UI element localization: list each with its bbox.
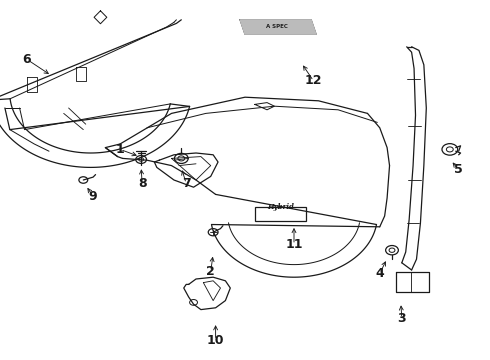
- Bar: [255, 207, 306, 221]
- Text: 4: 4: [375, 267, 384, 280]
- Text: 1: 1: [116, 143, 124, 156]
- Text: 2: 2: [206, 265, 215, 278]
- Text: 12: 12: [305, 75, 322, 87]
- Text: Hybrid: Hybrid: [267, 203, 294, 211]
- Text: 3: 3: [397, 312, 406, 325]
- Text: 7: 7: [182, 177, 191, 190]
- Text: 9: 9: [89, 190, 98, 203]
- Text: 8: 8: [138, 177, 147, 190]
- Polygon shape: [240, 20, 316, 34]
- Text: 11: 11: [285, 238, 303, 251]
- Text: 5: 5: [454, 163, 463, 176]
- Text: A SPEC: A SPEC: [266, 24, 288, 30]
- Text: 10: 10: [207, 334, 224, 347]
- Text: 6: 6: [23, 53, 31, 66]
